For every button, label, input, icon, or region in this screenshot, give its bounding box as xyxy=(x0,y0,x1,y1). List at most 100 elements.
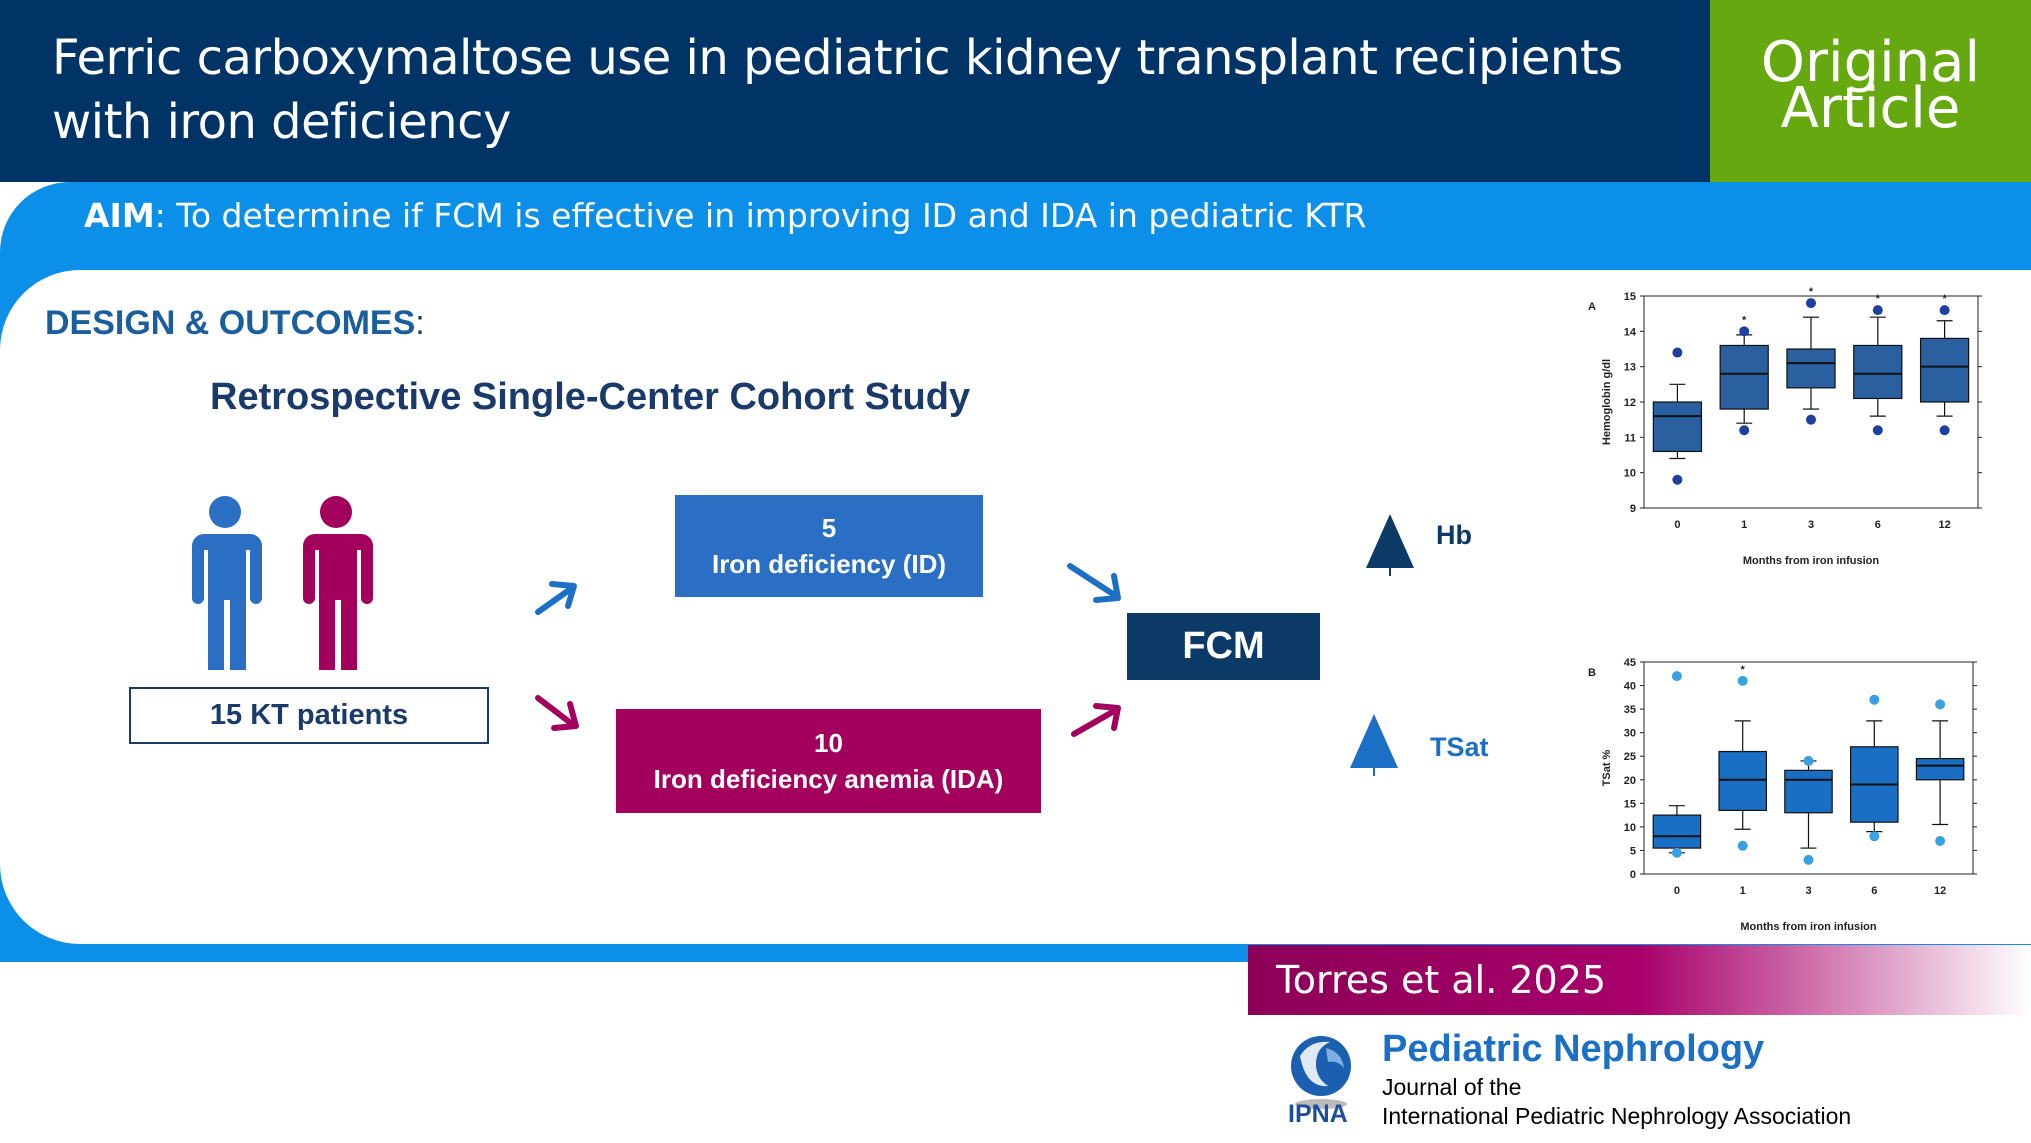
conclusion-line-1: CONCLUSION: FCM appeared safe and effect… xyxy=(32,992,1232,1044)
significance-star: * xyxy=(1809,286,1814,298)
outlier-point xyxy=(1869,831,1880,842)
conclusion-label: CONCLUSION xyxy=(32,997,297,1038)
patients-icon xyxy=(192,496,373,670)
person-blue-icon xyxy=(192,496,262,670)
fcm-box: FCM xyxy=(1127,613,1320,680)
arrow-down-right-icon xyxy=(1067,563,1121,603)
ida-label: Iron deficiency anemia (IDA) xyxy=(653,764,1004,794)
outcome-tsat: TSat xyxy=(1430,732,1489,762)
y-tick-label: 35 xyxy=(1624,704,1636,716)
y-tick-label: 0 xyxy=(1630,869,1636,881)
box-iqr xyxy=(1784,769,1833,814)
y-tick-label: 10 xyxy=(1624,468,1636,480)
x-axis-label: Months from iron infusion xyxy=(1740,921,1877,933)
person-magenta-icon xyxy=(303,496,373,670)
panel-letter: A xyxy=(1588,301,1596,313)
y-tick-label: 9 xyxy=(1630,503,1636,515)
y-tick-label: 25 xyxy=(1624,751,1636,763)
badge-line-2: Article xyxy=(1780,76,1961,141)
x-tick-label: 12 xyxy=(1938,519,1950,531)
plot-frame xyxy=(1643,661,1974,875)
badge-line-1: Original xyxy=(1760,30,1981,95)
outlier-point xyxy=(1672,474,1683,485)
x-tick-label: 0 xyxy=(1674,519,1680,531)
outcome-hb: Hb xyxy=(1436,520,1472,550)
id-label: Iron deficiency (ID) xyxy=(711,549,947,579)
x-tick-label: 3 xyxy=(1805,885,1811,897)
journal-name: Pediatric Nephrology xyxy=(1382,1028,1765,1070)
conclusion-text-1: : FCM appeared safe and effective, which… xyxy=(296,997,1211,1038)
x-tick-label: 6 xyxy=(1871,885,1877,897)
ipna-globe-logo xyxy=(1291,1036,1351,1109)
conclusion-statement: CONCLUSION: FCM appeared safe and effect… xyxy=(32,992,1232,1096)
citation-author: Torres et al. 2025 xyxy=(1276,958,1607,1002)
triangle-up-icon xyxy=(1350,714,1398,776)
x-tick-label: 0 xyxy=(1674,885,1680,897)
outlier-point xyxy=(1672,347,1683,358)
outlier-point xyxy=(1939,425,1950,436)
y-tick-label: 12 xyxy=(1624,397,1636,409)
outlier-point xyxy=(1806,414,1816,425)
journal-subtitle-2: International Pediatric Nephrology Assoc… xyxy=(1382,1103,1852,1129)
y-tick-label: 15 xyxy=(1624,798,1636,810)
x-tick-label: 6 xyxy=(1875,519,1881,531)
x-axis-label: Months from iron infusion xyxy=(1743,555,1880,567)
box-iqr xyxy=(1718,750,1767,811)
outlier-point xyxy=(1803,854,1814,865)
patients-count-box: 15 KT patients xyxy=(129,687,489,744)
conclusion-text-2: properly powered trials. xyxy=(32,1049,462,1090)
outlier-point xyxy=(1739,425,1750,436)
outlier-point xyxy=(1872,425,1883,436)
box-iqr xyxy=(1919,337,1970,403)
page-title: Ferric carboxymaltose use in pediatric k… xyxy=(52,26,1692,154)
y-tick-label: 30 xyxy=(1624,728,1636,740)
y-tick-label: 13 xyxy=(1624,362,1636,374)
x-tick-label: 12 xyxy=(1934,885,1946,897)
aim-label: AIM xyxy=(84,196,155,235)
iron-deficiency-box: 5 Iron deficiency (ID) xyxy=(675,495,983,597)
ipna-label: IPNA xyxy=(1288,1100,1348,1128)
journal-subtitle-1: Journal of the xyxy=(1382,1074,1522,1100)
title-line-1: Ferric carboxymaltose use in pediatric k… xyxy=(52,30,1623,86)
outlier-point xyxy=(1737,675,1748,686)
id-count: 5 xyxy=(821,513,837,543)
arrow-up-right-icon xyxy=(1071,703,1121,737)
ida-count: 10 xyxy=(814,728,843,758)
y-tick-label: 10 xyxy=(1624,822,1636,834)
outlier-point xyxy=(1806,298,1816,309)
outlier-point xyxy=(1737,840,1748,851)
aim-statement: AIM: To determine if FCM is effective in… xyxy=(84,196,1366,236)
y-axis-label: TSat % xyxy=(1601,749,1613,786)
arrow-down-right-icon xyxy=(535,695,579,731)
y-tick-label: 5 xyxy=(1630,845,1636,857)
aim-text: : To determine if FCM is effective in im… xyxy=(154,196,1367,235)
outlier-point xyxy=(1935,699,1946,710)
box-iqr xyxy=(1915,757,1965,781)
arrow-up-right-icon xyxy=(535,581,577,615)
outlier-point xyxy=(1803,755,1814,766)
panel-letter: B xyxy=(1588,667,1596,679)
outlier-point xyxy=(1671,671,1682,682)
box-iqr xyxy=(1652,814,1702,849)
box-iqr xyxy=(1719,344,1769,410)
outlier-point xyxy=(1872,305,1883,316)
header-bar xyxy=(0,0,1710,182)
study-type: Retrospective Single-Center Cohort Study xyxy=(210,376,971,418)
iron-deficiency-anemia-box: 10 Iron deficiency anemia (IDA) xyxy=(616,709,1041,813)
outlier-point xyxy=(1935,836,1946,847)
y-tick-label: 40 xyxy=(1624,681,1636,693)
design-heading: DESIGN & OUTCOMES: xyxy=(45,304,425,343)
box-iqr xyxy=(1652,401,1703,453)
box-iqr xyxy=(1786,348,1836,389)
y-tick-label: 11 xyxy=(1624,432,1636,444)
significance-star: * xyxy=(1742,314,1747,326)
outlier-point xyxy=(1739,326,1750,337)
significance-star: * xyxy=(1741,664,1746,676)
outlier-point xyxy=(1671,847,1682,858)
design-heading-text: DESIGN & OUTCOMES xyxy=(45,304,416,342)
outlier-point xyxy=(1869,694,1880,705)
y-tick-label: 45 xyxy=(1624,657,1636,669)
significance-star: * xyxy=(1942,293,1947,305)
